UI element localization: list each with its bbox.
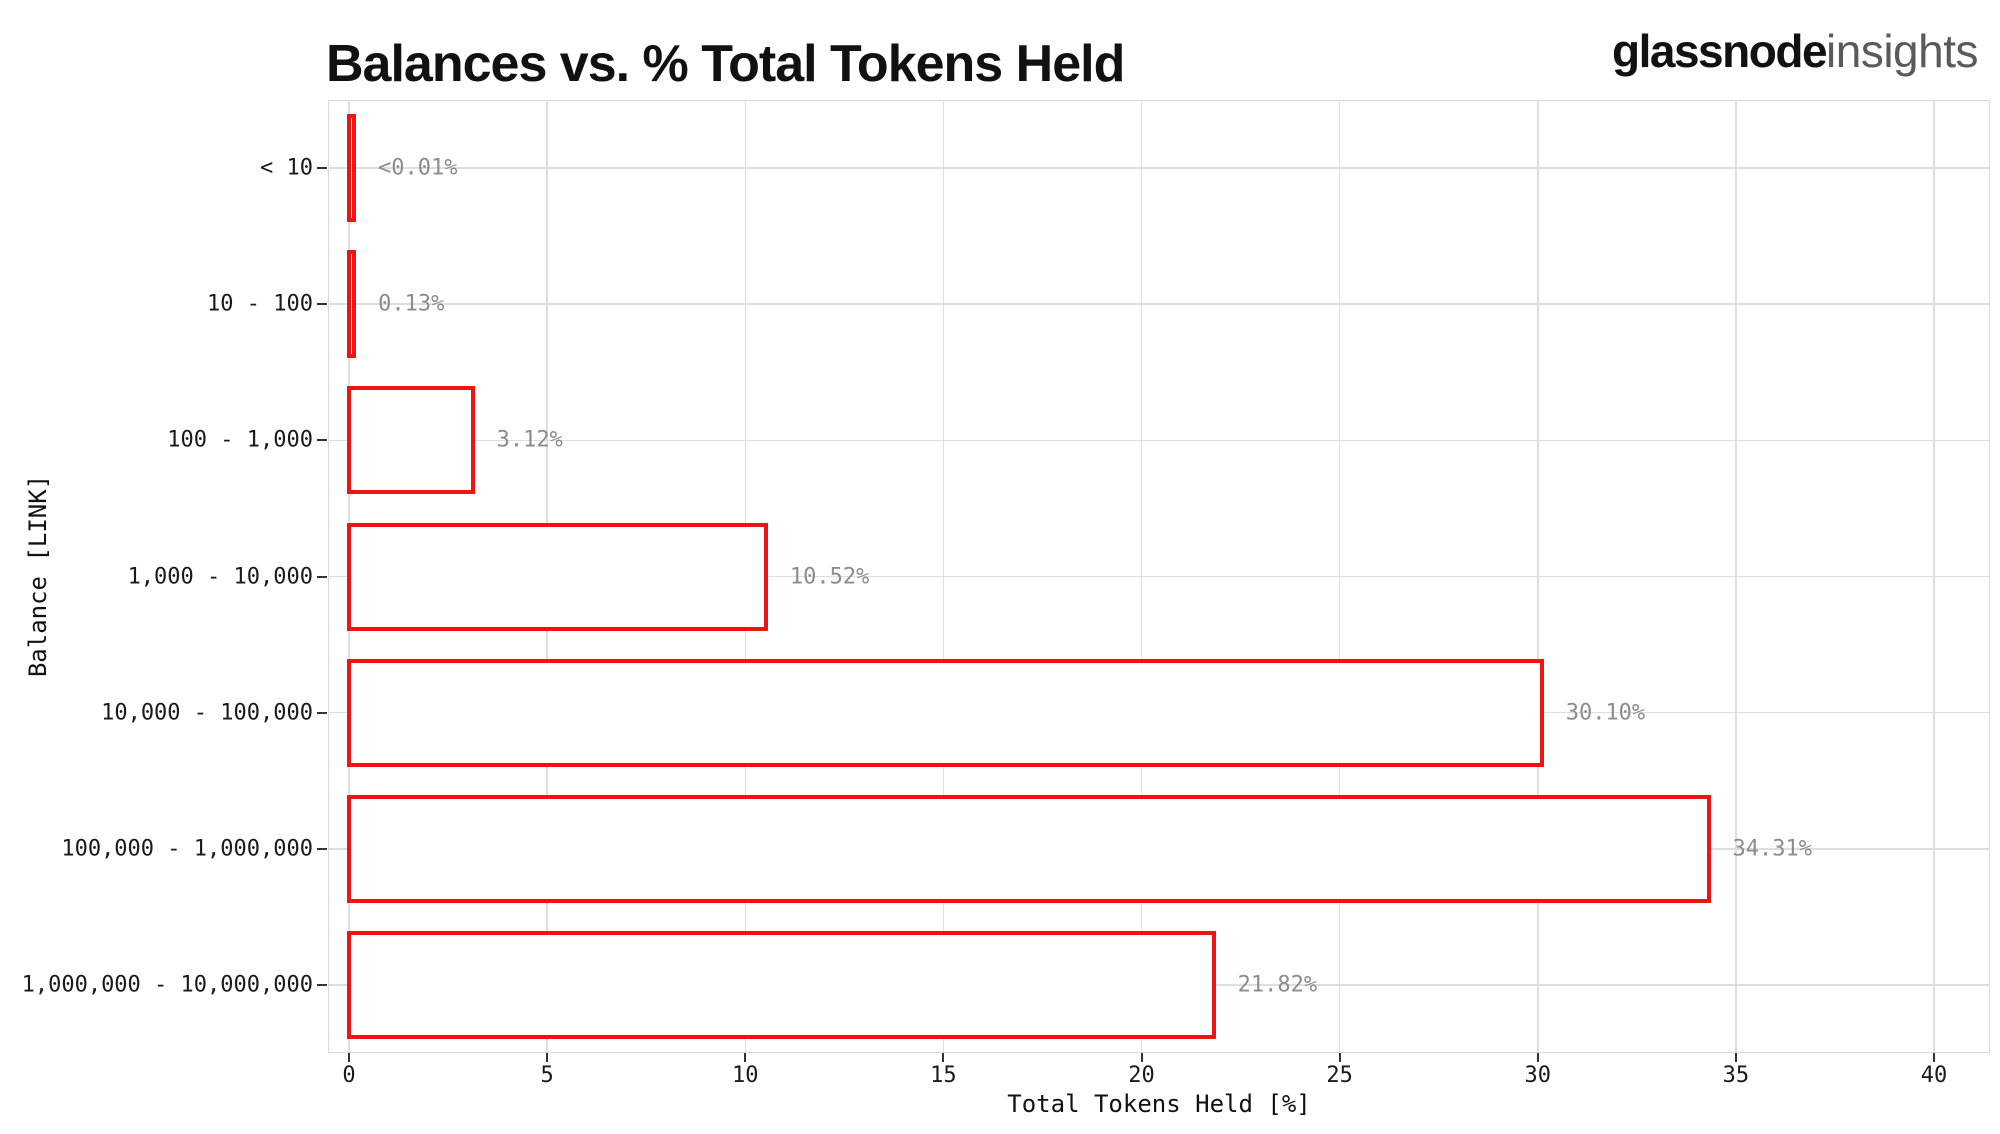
y-tick-mark xyxy=(317,167,327,170)
x-tick-label: 40 xyxy=(1920,1063,1948,1088)
bar-value-label: 30.10% xyxy=(1565,700,1646,726)
plot-panel: 0 5 10 15 20 25 30 35 40 < 10 <0.01% 10 - 100 0.13% 1… xyxy=(22,100,1990,1088)
x-tick-mark xyxy=(1734,1053,1737,1062)
y-tick-mark xyxy=(317,575,327,578)
x-tick-label: 35 xyxy=(1722,1063,1750,1088)
y-gridline xyxy=(328,575,1990,578)
bar xyxy=(347,522,768,631)
x-tick-label: 0 xyxy=(342,1063,356,1088)
x-tick-mark xyxy=(1140,1053,1143,1062)
bar xyxy=(347,930,1216,1039)
x-tick-mark xyxy=(1933,1053,1935,1062)
x-tick-label: 5 xyxy=(540,1063,554,1088)
y-tick-label: 10 - 100 xyxy=(207,291,313,317)
y-tick-mark xyxy=(317,439,327,442)
y-gridline xyxy=(328,303,1990,305)
y-tick-label: 100,000 - 1,000,000 xyxy=(61,836,313,862)
x-tick-label: 15 xyxy=(930,1063,957,1088)
x-tick-mark xyxy=(348,1053,350,1062)
x-tick-label: 25 xyxy=(1326,1063,1353,1088)
glassnode-insights-logo: glassnodeinsights xyxy=(1612,24,1978,78)
y-axis-title: Balance [LINK] xyxy=(24,474,52,678)
bar xyxy=(347,114,356,223)
logo-insights-text: insights xyxy=(1826,25,1978,77)
x-tick-label: 20 xyxy=(1128,1063,1155,1088)
x-tick-label: 10 xyxy=(732,1063,759,1088)
y-gridline xyxy=(328,439,1990,442)
y-tick-label: 100 - 1,000 xyxy=(167,427,313,453)
x-tick-label: 30 xyxy=(1524,1063,1552,1088)
bar xyxy=(347,794,1711,903)
bar xyxy=(347,386,475,495)
x-tick-mark xyxy=(942,1053,945,1062)
y-tick-mark xyxy=(317,711,327,714)
page-title: Balances vs. % Total Tokens Held xyxy=(326,35,1125,93)
y-tick-label: 1,000 - 10,000 xyxy=(127,564,313,589)
bar-value-label: 3.12% xyxy=(496,427,563,453)
y-gridline xyxy=(328,167,1990,169)
logo-glassnode-text: glassnode xyxy=(1612,25,1828,77)
y-tick-mark xyxy=(317,847,327,850)
y-tick-label: 10,000 - 100,000 xyxy=(101,700,313,726)
bar-value-label: 0.13% xyxy=(378,291,445,317)
y-tick-label: < 10 xyxy=(260,155,313,181)
x-tick-mark xyxy=(546,1053,549,1062)
bar xyxy=(347,658,1544,767)
bar xyxy=(347,250,357,359)
x-axis-title: Total Tokens Held [%] xyxy=(1007,1090,1311,1118)
x-tick-mark xyxy=(1536,1053,1539,1062)
y-tick-mark xyxy=(317,303,327,306)
bar-value-label: 34.31% xyxy=(1732,836,1813,862)
y-tick-mark xyxy=(317,983,327,986)
bar-value-label: <0.01% xyxy=(378,155,458,181)
x-tick-mark xyxy=(1338,1053,1341,1062)
bar-value-label: 10.52% xyxy=(789,564,870,589)
y-tick-label: 1,000,000 - 10,000,000 xyxy=(21,972,313,998)
x-tick-mark xyxy=(744,1053,747,1062)
bar-value-label: 21.82% xyxy=(1237,972,1318,998)
